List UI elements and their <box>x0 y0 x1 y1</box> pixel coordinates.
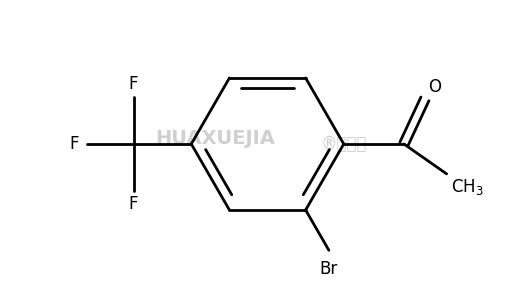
Text: Br: Br <box>320 260 338 278</box>
Text: F: F <box>129 195 138 213</box>
Text: F: F <box>70 135 79 153</box>
Text: HUAXUEJIA: HUAXUEJIA <box>155 129 275 148</box>
Text: F: F <box>129 75 138 93</box>
Text: O: O <box>428 78 441 96</box>
Text: ®化学加: ®化学加 <box>321 135 367 153</box>
Text: CH$_3$: CH$_3$ <box>452 177 484 197</box>
